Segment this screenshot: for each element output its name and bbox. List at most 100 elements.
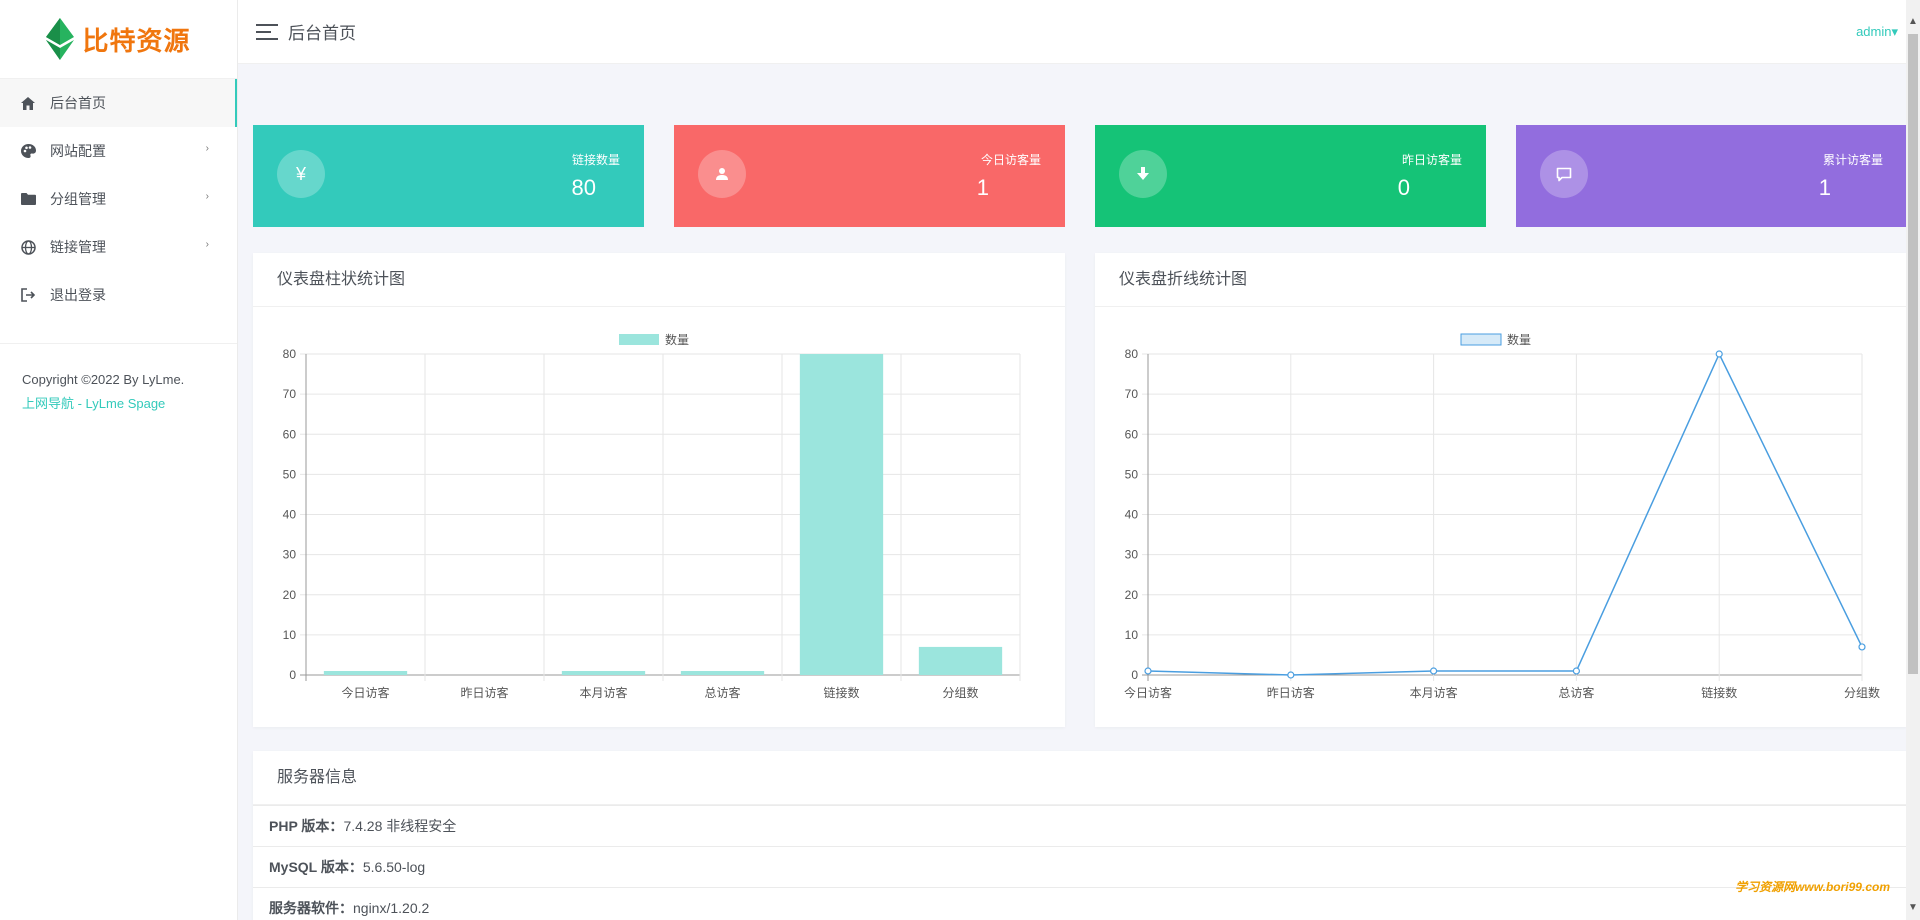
download-icon (1119, 150, 1167, 198)
copyright-text: Copyright ©2022 By LyLme. (22, 372, 185, 387)
sidebar-item-dashboard[interactable]: 后台首页 (0, 79, 237, 127)
x-tick-label: 链接数 (1701, 685, 1737, 700)
page-title: 后台首页 (288, 24, 356, 43)
folder-icon (20, 191, 36, 207)
stat-label: 今日访客量 (980, 153, 1041, 167)
x-tick-label: 分组数 (1844, 685, 1880, 700)
sidebar-item-label: 链接管理 (50, 239, 106, 255)
data-point (1715, 350, 1723, 358)
data-point (1572, 667, 1580, 675)
sidebar-item-link-manage[interactable]: 链接管理 › (0, 223, 237, 271)
data-point (1858, 643, 1866, 651)
data-point (1430, 667, 1438, 675)
chevron-right-icon: › (205, 191, 209, 202)
stat-value: 80 (571, 175, 596, 200)
stat-card-today-visitors: 今日访客量 1 (674, 125, 1065, 227)
sidebar-footer: Copyright ©2022 By LyLme. 上网导航 - LyLme S… (0, 343, 237, 440)
stat-label: 累计访客量 (1822, 153, 1883, 167)
sidebar-item-logout[interactable]: 退出登录 (0, 271, 237, 319)
x-tick-label: 本月访客 (579, 685, 627, 700)
bar (561, 670, 646, 675)
home-icon (20, 95, 36, 111)
info-label: 服务器软件： (269, 900, 353, 916)
x-tick-label: 今日访客 (341, 685, 389, 700)
comment-icon (1540, 150, 1588, 198)
bar-chart: 数量 0 10 20 30 40 50 60 70 80 今日访客 昨日访客 本月访客 总访客 链接数 分组数 (283, 332, 1021, 700)
info-label: MySQL 版本： (269, 859, 363, 875)
logout-icon (20, 287, 36, 303)
x-tick-label: 今日访客 (1124, 685, 1172, 700)
stat-value: 1 (976, 175, 989, 200)
sidebar-item-label: 退出登录 (50, 287, 106, 303)
y-tick-label: 40 (283, 508, 297, 522)
top-header: 后台首页 admin▾ (238, 0, 1920, 64)
data-point (1144, 667, 1152, 675)
chevron-right-icon: › (205, 143, 209, 154)
user-menu[interactable]: admin▾ (1856, 24, 1898, 39)
page-scrollbar[interactable]: ▲ ▼ (1906, 0, 1920, 920)
sidebar-item-site-config[interactable]: 网站配置 › (0, 127, 237, 175)
bar (680, 670, 765, 675)
line-chart: 数量 0 10 20 30 40 50 60 70 80 今日访客 昨日访客 本月访客 总访客 链接数 分组数 (1124, 332, 1880, 700)
panel-title: 仪表盘折线统计图 (1095, 253, 1907, 307)
legend-swatch (619, 334, 659, 345)
user-icon (698, 150, 746, 198)
y-tick-label: 20 (283, 588, 297, 602)
info-value: 7.4.28 非线程安全 (343, 818, 457, 834)
sidebar-nav: 后台首页 网站配置 › 分组管理 › 链接管理 › (0, 78, 237, 319)
y-tick-label: 10 (1125, 628, 1139, 642)
bar (323, 670, 408, 675)
palette-icon (20, 143, 36, 159)
data-point (1287, 671, 1295, 679)
stat-value: 0 (1397, 175, 1410, 200)
info-row-mysql: MySQL 版本：5.6.50-log (253, 846, 1907, 887)
sidebar-item-label: 后台首页 (50, 95, 106, 111)
scrollbar-thumb[interactable] (1908, 34, 1918, 674)
info-value: 5.6.50-log (362, 859, 426, 875)
y-tick-label: 80 (1125, 347, 1139, 361)
watermark: 学习资源网www.bori99.com (1735, 880, 1890, 894)
panel-title: 服务器信息 (253, 751, 1907, 805)
stat-label: 链接数量 (571, 153, 620, 167)
scroll-up-icon[interactable]: ▲ (1908, 16, 1918, 27)
x-tick-label: 分组数 (942, 685, 978, 700)
diamond-logo-icon (46, 18, 75, 60)
y-tick-label: 60 (283, 427, 297, 441)
info-label: PHP 版本： (269, 818, 344, 834)
brand-name: 比特资源 (82, 25, 191, 56)
series-line (1147, 352, 1863, 676)
sidebar: 比特资源 后台首页 网站配置 › 分组管理 › 链接管理 (0, 0, 238, 920)
info-row-php: PHP 版本：7.4.28 非线程安全 (253, 805, 1907, 846)
stat-card-total-visitors: 累计访客量 1 (1516, 125, 1907, 227)
x-tick-label: 总访客 (704, 685, 740, 700)
sidebar-item-label: 网站配置 (50, 143, 106, 159)
legend-swatch (1460, 333, 1502, 346)
hamburger-menu-icon[interactable] (256, 23, 278, 40)
y-tick-label: 80 (283, 347, 297, 361)
server-info-panel: 服务器信息 PHP 版本：7.4.28 非线程安全 MySQL 版本：5.6.5… (253, 751, 1907, 920)
info-row-server: 服务器软件：nginx/1.20.2 (253, 887, 1907, 920)
x-tick-label: 链接数 (823, 685, 859, 700)
stat-value: 1 (1818, 175, 1831, 200)
y-tick-label: 60 (1125, 427, 1139, 441)
y-tick-label: 30 (1125, 548, 1139, 562)
x-tick-label: 本月访客 (1410, 685, 1458, 700)
footer-link[interactable]: 上网导航 - LyLme Spage (22, 396, 166, 411)
sidebar-item-group-manage[interactable]: 分组管理 › (0, 175, 237, 223)
y-tick-label: 70 (1125, 387, 1139, 401)
y-tick-label: 20 (1125, 588, 1139, 602)
y-tick-label: 50 (1125, 467, 1139, 481)
y-tick-label: 0 (289, 668, 296, 682)
globe-icon (20, 239, 36, 255)
y-tick-label: 40 (1125, 508, 1139, 522)
bar (918, 646, 1003, 675)
chevron-right-icon: › (205, 239, 209, 250)
logo[interactable]: 比特资源 (0, 0, 237, 78)
scroll-down-icon[interactable]: ▼ (1908, 902, 1918, 913)
stat-label: 昨日访客量 (1401, 153, 1462, 167)
stat-card-yesterday-visitors: 昨日访客量 0 (1095, 125, 1486, 227)
x-tick-label: 总访客 (1558, 685, 1594, 700)
yen-icon: ¥ (277, 150, 325, 198)
panel-title: 仪表盘柱状统计图 (253, 253, 1065, 307)
sidebar-item-label: 分组管理 (50, 191, 106, 207)
